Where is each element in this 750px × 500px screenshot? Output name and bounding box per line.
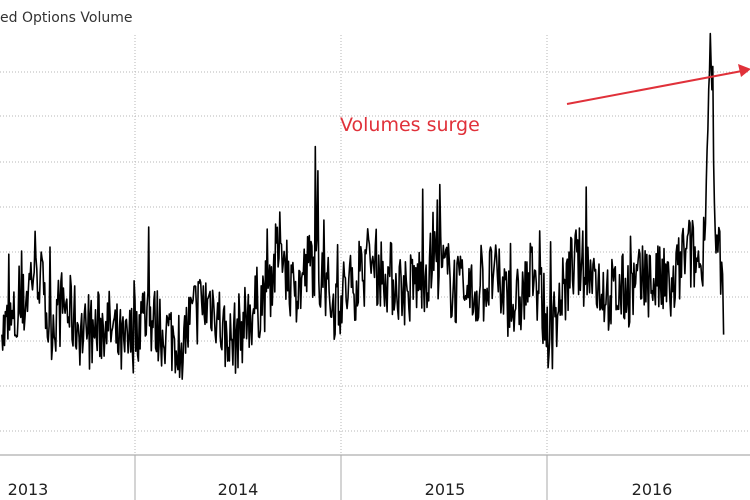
volume-series-line	[1, 32, 725, 380]
annotation-layer: Volumes surge	[340, 64, 750, 136]
year-labels: 2013 2014 2015 2016	[8, 480, 673, 499]
year-tick-marks	[134, 455, 548, 500]
x-tick-label: 2016	[632, 480, 673, 499]
series-layer	[1, 32, 725, 380]
x-tick-label: 2014	[218, 480, 259, 499]
chart-title: ed Options Volume	[0, 10, 133, 26]
annotation-arrow-head	[738, 64, 750, 77]
annotation-label: Volumes surge	[340, 114, 480, 136]
x-tick-label: 2015	[425, 480, 466, 499]
grid-lines	[0, 35, 750, 456]
annotation-arrow-shaft	[566, 70, 743, 105]
x-tick-label: 2013	[8, 480, 49, 499]
